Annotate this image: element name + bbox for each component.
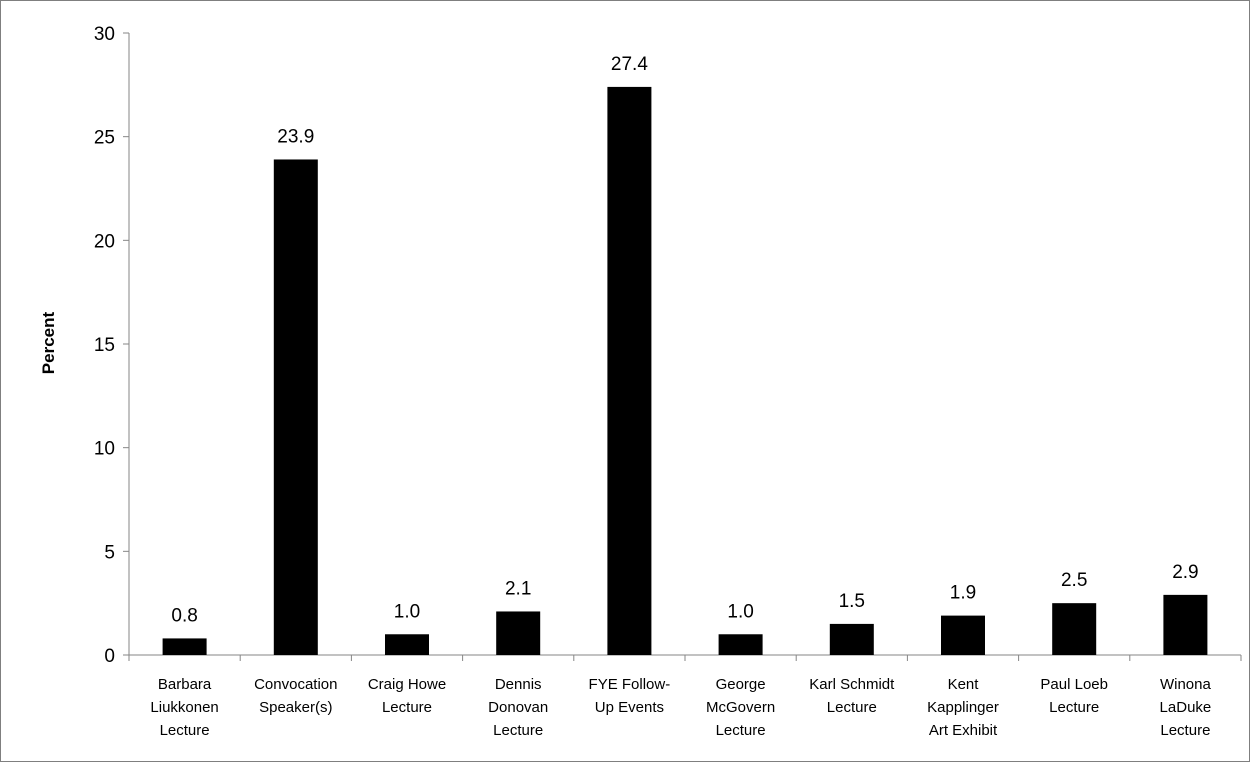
- data-label: 1.0: [394, 601, 420, 622]
- category-label-line: Lecture: [827, 699, 877, 716]
- category-label-line: Dennis: [495, 676, 542, 693]
- category-label: Paul Loeb Lecture: [1040, 676, 1108, 716]
- y-tick-label: 25: [94, 128, 115, 149]
- category-label-line: Lecture: [160, 722, 210, 739]
- category-labels: Barbara Liukkonen Lecture Convocation Speake…: [150, 676, 1211, 739]
- bar: [607, 86, 652, 655]
- y-tick-label: 20: [94, 231, 115, 252]
- data-label: 2.1: [505, 578, 531, 599]
- category-label-line: Paul Loeb: [1040, 676, 1108, 693]
- category-label: Dennis Donovan Lecture: [488, 676, 548, 739]
- category-label-line: Donovan: [488, 699, 548, 716]
- y-tick-label: 0: [104, 646, 115, 667]
- bar: [941, 615, 985, 655]
- y-tick-label: 5: [104, 542, 115, 563]
- category-label-line: Lecture: [1049, 699, 1099, 716]
- bar: [1052, 603, 1097, 655]
- y-ticks: 0 5 10 15 20 25 30: [94, 24, 129, 667]
- category-label: Winona LaDuke Lecture: [1160, 676, 1212, 739]
- y-axis-title: Percent: [39, 311, 58, 374]
- category-label-line: Art Exhibit: [929, 722, 998, 739]
- category-label-line: Kent: [948, 676, 980, 693]
- data-label: 1.5: [839, 591, 865, 612]
- category-label: Kent Kapplinger Art Exhibit: [927, 676, 999, 739]
- data-label: 2.5: [1061, 570, 1087, 591]
- bar: [1163, 594, 1208, 655]
- y-tick-label: 15: [94, 335, 115, 356]
- category-label-line: Up Events: [595, 699, 664, 716]
- category-label: George McGovern Lecture: [706, 676, 775, 739]
- category-label: Convocation Speaker(s): [254, 676, 337, 716]
- bar: [162, 638, 207, 655]
- category-label-line: LaDuke: [1160, 699, 1212, 716]
- bar: [718, 634, 763, 655]
- data-label: 0.8: [171, 605, 197, 626]
- category-label-line: Kapplinger: [927, 699, 999, 716]
- category-label: FYE Follow- Up Events: [589, 676, 671, 716]
- bars: [162, 86, 1208, 655]
- data-labels: 0.8 23.9 1.0 2.1 27.4 1.0 1.5 1.9 2.5 2.9: [171, 54, 1198, 627]
- category-label: Craig Howe Lecture: [368, 676, 446, 716]
- category-label: Karl Schmidt Lecture: [809, 676, 895, 716]
- category-label-line: McGovern: [706, 699, 775, 716]
- category-label-line: Lecture: [1160, 722, 1210, 739]
- category-label-line: Convocation: [254, 676, 337, 693]
- bar: [496, 611, 541, 655]
- category-label-line: Speaker(s): [259, 699, 332, 716]
- category-label-line: Karl Schmidt: [809, 676, 895, 693]
- category-label-line: Liukkonen: [150, 699, 218, 716]
- bar: [385, 634, 429, 655]
- data-label: 2.9: [1172, 562, 1198, 583]
- category-label-line: FYE Follow-: [589, 676, 671, 693]
- category-label-line: Lecture: [493, 722, 543, 739]
- data-label: 23.9: [277, 126, 314, 147]
- category-label-line: Lecture: [716, 722, 766, 739]
- category-label-line: Barbara: [158, 676, 212, 693]
- bar: [273, 159, 318, 655]
- category-label-line: George: [716, 676, 766, 693]
- category-label-line: Craig Howe: [368, 676, 446, 693]
- bar: [829, 623, 874, 655]
- y-tick-label: 10: [94, 439, 115, 460]
- data-label: 1.9: [950, 583, 976, 604]
- y-tick-label: 30: [94, 24, 115, 45]
- data-label: 27.4: [611, 54, 648, 75]
- category-label-line: Winona: [1160, 676, 1212, 693]
- category-label: Barbara Liukkonen Lecture: [150, 676, 218, 739]
- data-label: 1.0: [727, 601, 753, 622]
- category-label-line: Lecture: [382, 699, 432, 716]
